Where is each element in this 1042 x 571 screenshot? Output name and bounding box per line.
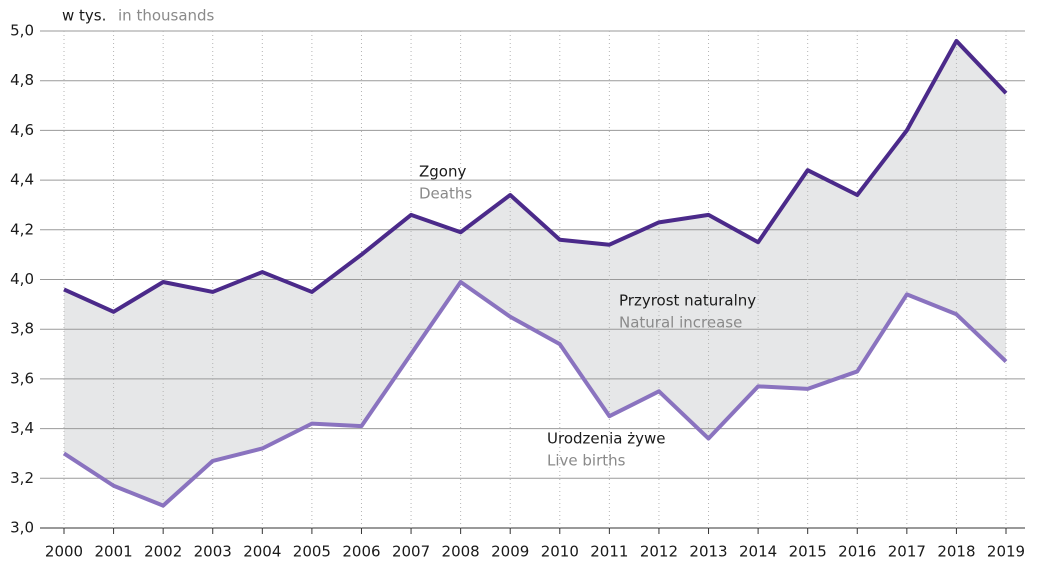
x-tick-label: 2009: [491, 543, 529, 561]
series-label-en: Live births: [547, 452, 626, 470]
x-tick-label: 2002: [144, 543, 182, 561]
y-tick-label: 4,2: [10, 220, 34, 238]
area-label-en: Natural increase: [619, 314, 742, 332]
y-tick-label: 3,6: [10, 369, 34, 387]
series-label-en: Deaths: [419, 185, 472, 203]
y-tick-label: 4,0: [10, 270, 34, 288]
background-layer: [40, 30, 1025, 529]
x-tick-label: 2016: [838, 543, 876, 561]
x-tick-label: 2006: [342, 543, 380, 561]
x-tick-label: 2003: [194, 543, 232, 561]
x-tick-label: 2013: [689, 543, 727, 561]
y-tick-label: 3,4: [10, 419, 34, 437]
series-line: [62, 279, 1008, 508]
x-tick-label: 2008: [442, 543, 480, 561]
x-tick-label: 2017: [888, 543, 926, 561]
series-label: Zgony: [419, 163, 466, 181]
y-tick-label: 4,6: [10, 121, 34, 139]
x-tick-label: 2012: [640, 543, 678, 561]
y-tick-label: 3,8: [10, 320, 34, 338]
y-tick-label: 3,2: [10, 469, 34, 487]
area-label: Przyrost naturalny: [619, 292, 756, 310]
x-tick-label: 2019: [987, 543, 1025, 561]
x-tick-label: 2011: [590, 543, 628, 561]
series-label: Urodzenia żywe: [547, 430, 666, 448]
series-line: [63, 38, 1008, 314]
x-tick-label: 2014: [739, 543, 777, 561]
y-axis-label: w tys.: [62, 7, 106, 25]
x-tick-label: 2005: [293, 543, 331, 561]
y-tick-label: 3,0: [10, 519, 34, 537]
x-tick-label: 2007: [392, 543, 430, 561]
x-tick-label: 2004: [243, 543, 281, 561]
x-tick-label: 2015: [789, 543, 827, 561]
x-tick-label: 2010: [541, 543, 579, 561]
x-tick-label: 2000: [45, 543, 83, 561]
y-tick-label: 4,4: [10, 171, 34, 189]
y-axis-label-en: in thousands: [118, 7, 215, 25]
natural-increase-area: [64, 40, 1006, 506]
y-tick-label: 5,0: [10, 22, 34, 40]
y-tick-label: 4,8: [10, 71, 34, 89]
x-tick-label: 2001: [94, 543, 132, 561]
x-tick-label: 2018: [937, 543, 975, 561]
